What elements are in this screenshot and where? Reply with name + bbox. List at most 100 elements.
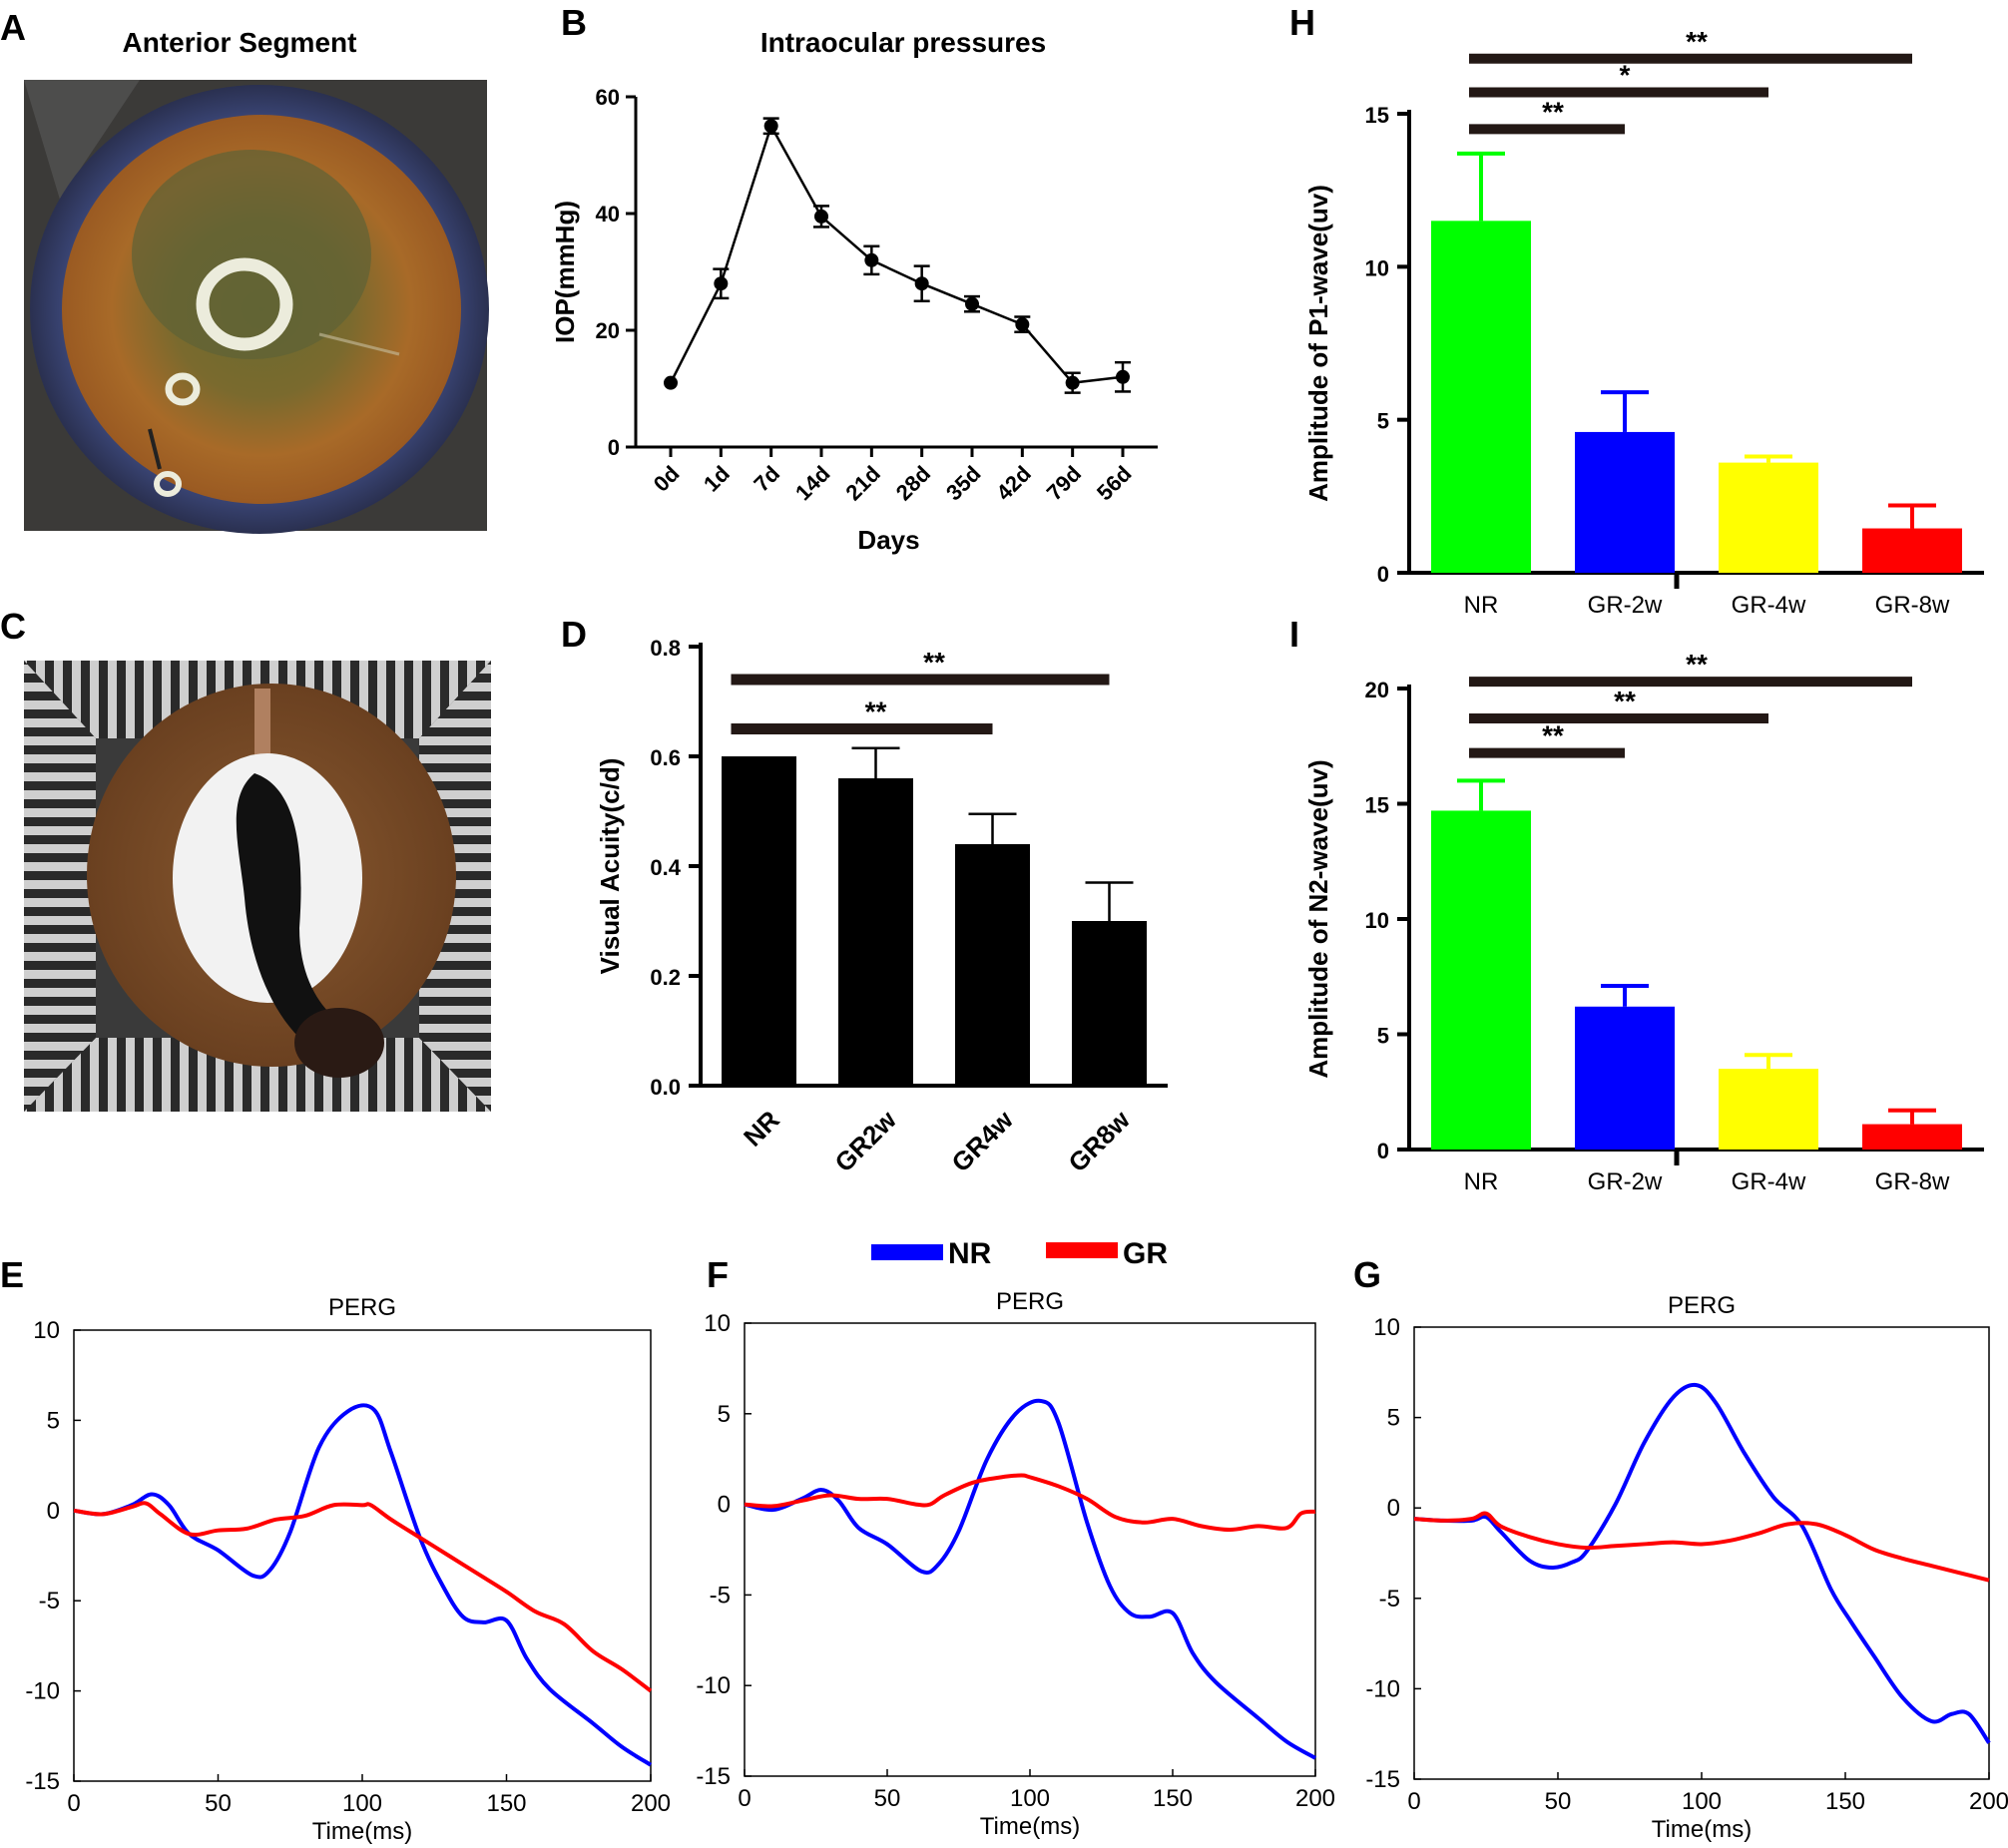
significance-label: ** (1614, 686, 1636, 716)
y-tick-label: 0 (47, 1498, 60, 1525)
x-tick-label: GR-4w (1732, 1168, 1806, 1195)
y-tick-label: 0 (1377, 562, 1389, 587)
y-tick-label: 0 (608, 435, 620, 460)
y-tick-label: -15 (25, 1768, 60, 1795)
x-tick-label: 7d (749, 461, 784, 497)
y-tick-label: -10 (696, 1672, 731, 1699)
x-tick-label: GR2w (828, 1104, 902, 1177)
x-tick-label: NR (1464, 1168, 1499, 1195)
x-tick-label: 50 (205, 1790, 232, 1817)
y-tick-label: 40 (596, 202, 620, 227)
x-tick-label: NR (1464, 592, 1499, 619)
y-tick-label: 5 (718, 1401, 731, 1428)
plot-frame (73, 1329, 652, 1782)
y-tick-label: 60 (596, 85, 620, 110)
data-point (714, 276, 729, 291)
x-tick-label: 150 (1153, 1785, 1193, 1812)
x-axis-label: Time(ms) (1652, 1816, 1752, 1843)
significance-label: ** (1542, 720, 1564, 751)
x-tick-label: 100 (1682, 1788, 1722, 1815)
significance-label: * (1620, 60, 1631, 91)
y-tick-label: 0.2 (650, 965, 681, 990)
data-point (664, 375, 678, 390)
y-tick-label: 10 (1365, 908, 1389, 933)
bar (1575, 431, 1675, 573)
bar (838, 778, 913, 1086)
y-tick-label: 15 (1365, 103, 1389, 128)
chart-title: PERG (996, 1288, 1064, 1315)
x-tick-label: 100 (1010, 1785, 1050, 1812)
panel-c: C (0, 606, 491, 1112)
x-tick-label: 0 (1407, 1788, 1420, 1815)
panel-g-letter: G (1353, 1254, 1381, 1295)
bar (1072, 921, 1147, 1086)
chart-d: D 0.0 0.2 0.4 0.6 0.8 NR GR2w GR4w GR8w ** ** Visual… (561, 614, 1168, 1177)
panel-b-letter: B (561, 2, 587, 43)
x-tick-label: 42d (991, 461, 1035, 505)
series-nr-line (73, 1403, 653, 1767)
y-tick-label: -15 (1365, 1766, 1400, 1793)
bar (1719, 1069, 1818, 1150)
x-tick-label: 0 (67, 1790, 80, 1817)
plot-frame (744, 1322, 1316, 1777)
significance-label: ** (1686, 649, 1708, 680)
x-tick-label: 0d (649, 461, 685, 497)
y-tick-label: -10 (1365, 1675, 1400, 1702)
panel-a-letter: A (0, 7, 26, 48)
x-axis-label: Time(ms) (980, 1813, 1080, 1840)
significance-label: ** (1686, 26, 1708, 57)
chart-e: E PERG 0 50 100 150 200 -15 -10 -5 0 5 10 Time(ms) (0, 1254, 671, 1845)
panel-c-letter: C (0, 606, 26, 647)
x-tick-label: GR4w (945, 1104, 1019, 1177)
x-tick-label: 200 (1969, 1788, 2008, 1815)
chart-i: I 0 5 10 15 20 NR GR-2w GR-4w GR-8w ** ** ** Amplitud… (1289, 614, 1984, 1195)
y-tick-label: 0 (1387, 1495, 1400, 1522)
data-point (864, 252, 879, 267)
x-tick-label: 150 (1825, 1788, 1865, 1815)
x-tick-label: NR (738, 1105, 785, 1153)
x-tick-label: 50 (1545, 1788, 1572, 1815)
x-tick-label: GR-8w (1875, 592, 1950, 619)
chart-title: Intraocular pressures (760, 27, 1046, 58)
data-point (965, 296, 979, 311)
bar (722, 756, 796, 1086)
y-tick-label: 10 (704, 1310, 731, 1337)
bar (1862, 1124, 1962, 1150)
panel-a: A Anterior Segment (0, 7, 489, 534)
anterior-segment-photo (24, 80, 489, 534)
data-point (763, 119, 778, 134)
chart-title: PERG (1668, 1292, 1736, 1319)
legend-nr-label: NR (948, 1237, 992, 1270)
y-tick-label: -15 (696, 1763, 731, 1790)
series-gr-line (1413, 1511, 1990, 1583)
x-tick-label: 100 (342, 1790, 382, 1817)
series-gr-line (744, 1473, 1316, 1533)
y-tick-label: -5 (39, 1588, 60, 1615)
y-tick-label: 10 (1373, 1314, 1400, 1341)
panel-e-letter: E (0, 1254, 24, 1295)
bar (1862, 528, 1962, 573)
y-tick-label: -5 (1379, 1586, 1400, 1613)
panel-f-letter: F (707, 1254, 729, 1295)
y-tick-label: 0 (1377, 1139, 1389, 1163)
perg-legend: NR GR (871, 1237, 1168, 1270)
data-point (1065, 375, 1080, 390)
y-tick-label: 5 (1377, 1024, 1389, 1049)
series-line (669, 123, 1124, 384)
x-tick-label: 200 (631, 1790, 671, 1817)
bar (1575, 1006, 1675, 1150)
x-tick-label: GR-8w (1875, 1168, 1950, 1195)
x-tick-label: 1d (699, 461, 735, 497)
y-tick-label: 0.4 (650, 855, 681, 880)
chart-g: G PERG 0 50 100 150 200 -15 -10 -5 0 5 10 Time(ms) (1353, 1254, 2008, 1843)
y-axis-label: Visual Acuity(c/d) (595, 758, 625, 975)
series-gr-line (73, 1501, 653, 1693)
y-axis-label: Amplitude of N2-wave(uv) (1303, 759, 1333, 1078)
x-axis-label: Days (857, 525, 919, 555)
x-tick-label: 56d (1092, 461, 1136, 505)
x-tick-label: GR-2w (1588, 1168, 1663, 1195)
x-tick-label: GR8w (1062, 1104, 1136, 1177)
bar (1431, 810, 1531, 1150)
y-tick-label: 20 (1365, 678, 1389, 702)
